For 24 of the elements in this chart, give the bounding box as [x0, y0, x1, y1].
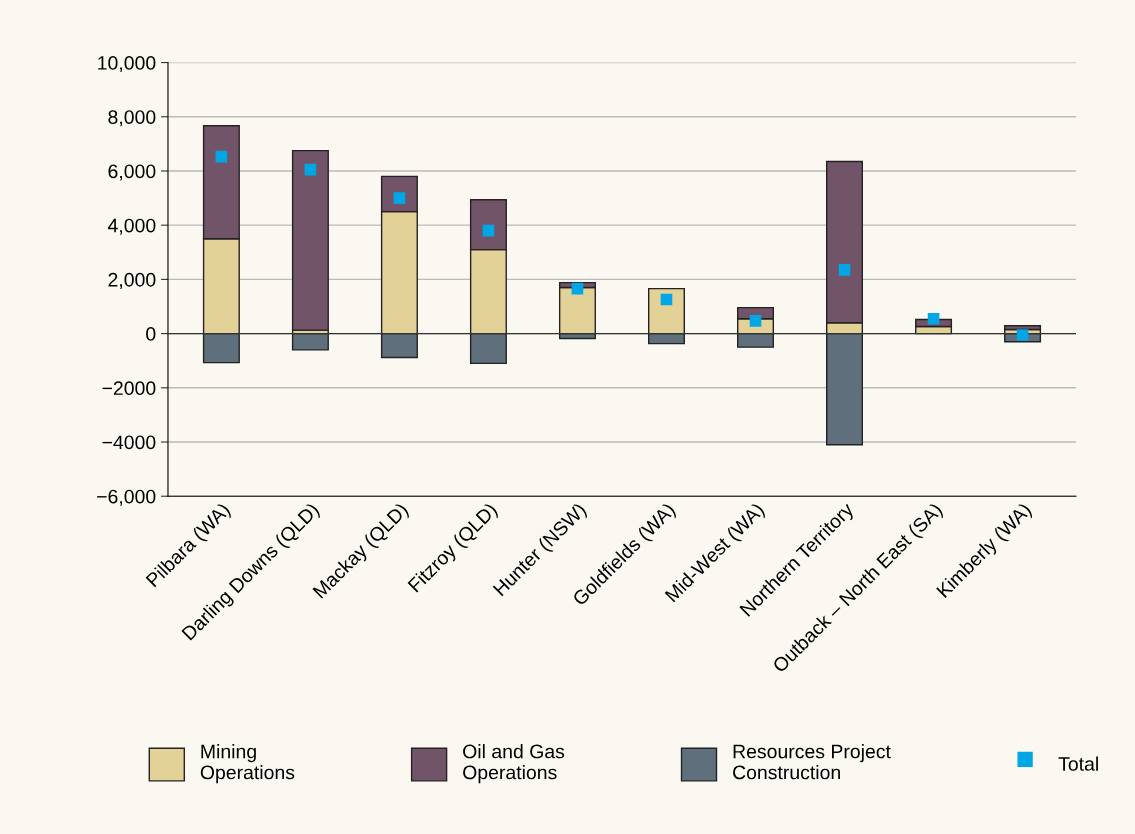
- point: [1016, 329, 1029, 341]
- y-tick-label: 4,000: [107, 218, 156, 235]
- point: [660, 293, 673, 306]
- bar: [291, 149, 329, 331]
- y-tick-label: 8,000: [108, 110, 156, 127]
- bar: [291, 332, 329, 351]
- y-tick-label: 10,000: [98, 56, 156, 73]
- y-tick-label: −6,000: [97, 489, 156, 506]
- point: [304, 163, 317, 176]
- point: [927, 312, 940, 325]
- point: [838, 264, 851, 276]
- bar: [558, 286, 596, 335]
- legend-label: Oil and Gas Operations: [463, 744, 565, 784]
- legend-label: Total: [1058, 756, 1098, 771]
- point: [215, 150, 228, 163]
- y-tick-label: 0: [146, 327, 156, 341]
- bar: [1004, 325, 1042, 331]
- y-tick-label: −4000: [102, 435, 156, 450]
- legend-label: Mining Operations: [200, 744, 295, 784]
- legend-label: Resources Project Construction: [733, 744, 891, 780]
- y-tick-label: 2,000: [108, 272, 156, 289]
- y-tick-label: −2000: [102, 381, 156, 396]
- y-tick-label: 6,000: [108, 164, 156, 181]
- point: [571, 282, 584, 295]
